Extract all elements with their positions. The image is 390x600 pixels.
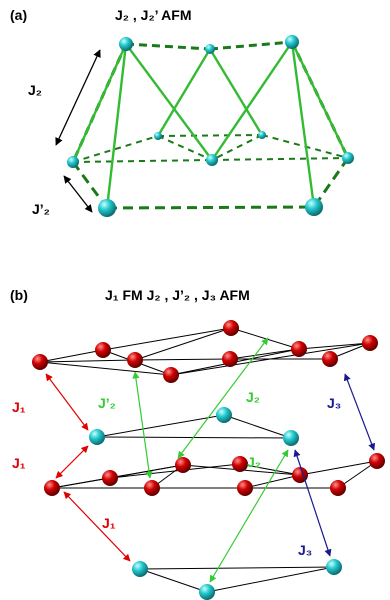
j1-arrow-bot xyxy=(63,491,131,562)
panel-a: (a) J₂ , J₂’ AFM xyxy=(10,7,354,217)
atom xyxy=(222,351,238,367)
atom xyxy=(283,430,299,446)
atom xyxy=(369,453,385,469)
atom xyxy=(205,44,215,54)
atom xyxy=(67,156,79,168)
atom xyxy=(326,559,342,575)
middle-cyan-layer xyxy=(96,414,292,439)
panel-b: (b) J₁ FM J₂ , J’₂ , J₃ AFM xyxy=(10,287,385,600)
panel-a-label: (a) xyxy=(10,7,27,23)
j1-arrow-mid xyxy=(55,445,89,479)
atom xyxy=(223,320,239,336)
label-j2p-b: J’₂ xyxy=(98,395,116,411)
j2-arrow-bot xyxy=(209,449,289,583)
atom xyxy=(127,352,143,368)
atom xyxy=(258,131,266,139)
label-j2: J₂ xyxy=(28,82,42,98)
atom xyxy=(291,341,307,357)
label-j2p: J’₂ xyxy=(32,201,50,217)
atom xyxy=(154,132,162,140)
panel-a-title: J₂ , J₂’ AFM xyxy=(115,7,192,23)
upper-red-layer xyxy=(39,327,371,376)
atom xyxy=(305,198,323,216)
atom xyxy=(95,342,111,358)
label-j1-top: J₁ xyxy=(12,399,26,415)
atom xyxy=(232,456,248,472)
label-j2-bot-b: J₂ xyxy=(247,454,261,470)
label-j3-bot: J₃ xyxy=(298,542,312,558)
label-j1-mid: J₁ xyxy=(12,455,26,471)
atom xyxy=(216,407,232,423)
atom xyxy=(119,37,133,51)
j2-arrow-top xyxy=(177,337,269,459)
atom xyxy=(163,367,179,383)
j2p-arrow xyxy=(63,175,93,213)
atom xyxy=(330,480,346,496)
atom xyxy=(102,470,118,486)
atom xyxy=(98,199,116,217)
atom xyxy=(132,561,148,577)
j3-arrow-top xyxy=(343,373,376,451)
atom xyxy=(32,354,48,370)
atom xyxy=(199,584,215,600)
panel-b-title: J₁ FM J₂ , J’₂ , J₃ AFM xyxy=(105,287,250,303)
atom xyxy=(362,335,378,351)
j2-bonds xyxy=(71,41,350,209)
bottom-cyan-atoms xyxy=(132,559,342,600)
bottom-cyan-layer xyxy=(139,566,335,593)
j2-arrow xyxy=(55,49,101,146)
label-j1-bot: J₁ xyxy=(102,515,116,531)
atom xyxy=(89,429,105,445)
middle-cyan-atoms xyxy=(89,407,299,446)
atom xyxy=(237,480,253,496)
j3-arrow-bot xyxy=(293,449,332,557)
atom xyxy=(285,35,299,49)
atom xyxy=(206,154,218,166)
j2p-arrow xyxy=(132,371,153,479)
lower-red-layer xyxy=(51,460,378,489)
upper-red-atoms xyxy=(32,320,378,383)
label-j3-top: J₃ xyxy=(327,395,341,411)
atom xyxy=(144,480,160,496)
atom xyxy=(44,480,60,496)
j1-arrow-top xyxy=(45,373,89,431)
panel-b-label: (b) xyxy=(10,287,28,303)
atom xyxy=(175,457,191,473)
panel-a-atoms xyxy=(67,35,354,217)
bottom-hexagon xyxy=(71,157,350,210)
atom xyxy=(342,152,354,164)
lower-red-atoms xyxy=(44,453,385,496)
atom xyxy=(322,351,338,367)
label-j2-top-b: J₂ xyxy=(246,389,260,405)
